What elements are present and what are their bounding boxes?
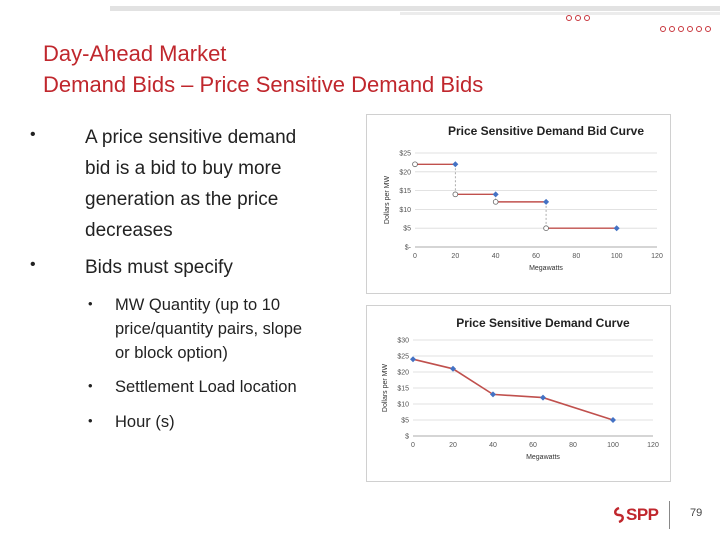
y-tick-label: $15 xyxy=(399,188,411,195)
title-line-2: Demand Bids – Price Sensitive Demand Bid… xyxy=(43,72,484,97)
y-tick-label: $25 xyxy=(397,354,409,361)
data-point xyxy=(490,391,496,398)
x-tick-label: 100 xyxy=(611,253,623,260)
bullet-line: bid is a bid to buy more xyxy=(85,158,282,179)
data-point xyxy=(410,356,416,363)
decor-dots-lower xyxy=(660,26,711,32)
y-tick-label: $5 xyxy=(401,418,409,425)
y-tick-label: $5 xyxy=(403,226,411,233)
bullet-text: Bids must specify xyxy=(85,252,340,283)
sub-bullet-text: MW Quantity (up to 10 price/quantity pai… xyxy=(115,293,345,365)
x-tick-label: 60 xyxy=(529,442,537,449)
decor-dots-upper xyxy=(566,15,590,21)
bullet-text: A price sensitive demand bid is a bid to… xyxy=(85,122,340,246)
decor-dot xyxy=(705,26,711,32)
x-tick-label: 80 xyxy=(569,442,577,449)
bullet-symbol: • xyxy=(30,126,36,143)
data-point xyxy=(540,394,546,401)
bullet-line: decreases xyxy=(85,220,173,241)
x-tick-label: 120 xyxy=(647,442,659,449)
bullet-line: A price sensitive demand xyxy=(85,127,297,148)
decor-dot xyxy=(678,26,684,32)
series-line xyxy=(412,358,614,421)
sub-bullet-symbol: • xyxy=(88,378,93,393)
y-axis-label: Dollars per MW xyxy=(384,175,391,224)
y-tick-label: $20 xyxy=(399,169,411,176)
y-tick-label: $30 xyxy=(397,338,409,345)
decor-dot xyxy=(584,15,590,21)
sub-bullet-line: MW Quantity (up to 10 xyxy=(115,296,281,314)
logo-text: SPP xyxy=(626,505,659,524)
y-tick-label: $10 xyxy=(399,207,411,214)
y-tick-label: $- xyxy=(405,245,412,252)
page-number: 79 xyxy=(690,507,703,519)
y-tick-label: $15 xyxy=(397,386,409,393)
x-axis-label: Megawatts xyxy=(526,454,560,461)
x-tick-label: 20 xyxy=(449,442,457,449)
bid-curve-chart: Price Sensitive Demand Bid Curve $- $5 $10 $… xyxy=(366,114,671,294)
sub-bullet-symbol: • xyxy=(88,296,93,311)
bid-curve-chart-svg: Price Sensitive Demand Bid Curve $- $5 $10 $… xyxy=(384,124,663,272)
x-tick-label: 40 xyxy=(489,442,497,449)
data-point xyxy=(610,417,616,423)
decor-dot xyxy=(696,26,702,32)
spp-swirl-icon xyxy=(614,507,624,523)
x-axis-label: Megawatts xyxy=(529,265,563,272)
sub-bullet-line: Hour (s) xyxy=(115,413,175,431)
y-tick-label: $20 xyxy=(397,370,409,377)
open-point xyxy=(492,199,499,205)
sub-bullet-text: Settlement Load location xyxy=(115,375,345,399)
x-tick-label: 0 xyxy=(413,253,417,260)
sub-bullet-line: or block option) xyxy=(115,344,228,362)
data-point xyxy=(543,198,550,205)
data-point xyxy=(613,225,620,232)
y-axis-label: Dollars per MW xyxy=(382,363,389,412)
y-tick-label: $25 xyxy=(399,151,411,158)
y-tick-label: $ xyxy=(405,434,409,441)
header-rule-lower xyxy=(400,12,720,15)
decor-dot xyxy=(660,26,666,32)
demand-curve-chart-svg: Price Sensitive Demand Curve $ $5 $10 $15 $20… xyxy=(382,316,659,461)
x-tick-label: 120 xyxy=(651,253,663,260)
header-decoration xyxy=(0,0,720,22)
y-tick-label: $10 xyxy=(397,402,409,409)
decor-dot xyxy=(575,15,581,21)
decor-dot xyxy=(687,26,693,32)
sub-bullet-line: Settlement Load location xyxy=(115,378,297,396)
x-tick-label: 80 xyxy=(572,253,580,260)
decor-dot xyxy=(669,26,675,32)
chart-title: Price Sensitive Demand Curve xyxy=(456,316,630,330)
demand-curve-chart: Price Sensitive Demand Curve $ $5 $10 $15 $20… xyxy=(366,305,671,482)
x-tick-label: 40 xyxy=(492,253,500,260)
sub-bullet-text: Hour (s) xyxy=(115,410,345,434)
title-line-1: Day-Ahead Market xyxy=(43,41,227,66)
data-point xyxy=(492,191,499,198)
bullet-line: generation as the price xyxy=(85,189,279,210)
bullet-line: Bids must specify xyxy=(85,257,233,278)
header-rule xyxy=(110,6,720,11)
data-point xyxy=(450,365,456,372)
x-tick-label: 60 xyxy=(532,253,540,260)
chart-title: Price Sensitive Demand Bid Curve xyxy=(448,124,644,138)
slide-title: Day-Ahead Market Demand Bids – Price Sen… xyxy=(43,38,643,100)
sub-bullet-line: price/quantity pairs, slope xyxy=(115,320,303,338)
x-tick-label: 0 xyxy=(411,442,415,449)
open-point xyxy=(543,225,549,231)
spp-logo: SPP xyxy=(612,500,670,530)
decor-dot xyxy=(566,15,572,21)
open-point xyxy=(452,191,459,198)
x-tick-label: 20 xyxy=(451,253,459,260)
x-tick-label: 100 xyxy=(607,442,619,449)
open-point xyxy=(412,161,418,168)
logo-divider xyxy=(668,501,670,529)
sub-bullet-symbol: • xyxy=(88,413,93,428)
bullet-symbol: • xyxy=(30,256,36,273)
data-point xyxy=(452,161,459,168)
